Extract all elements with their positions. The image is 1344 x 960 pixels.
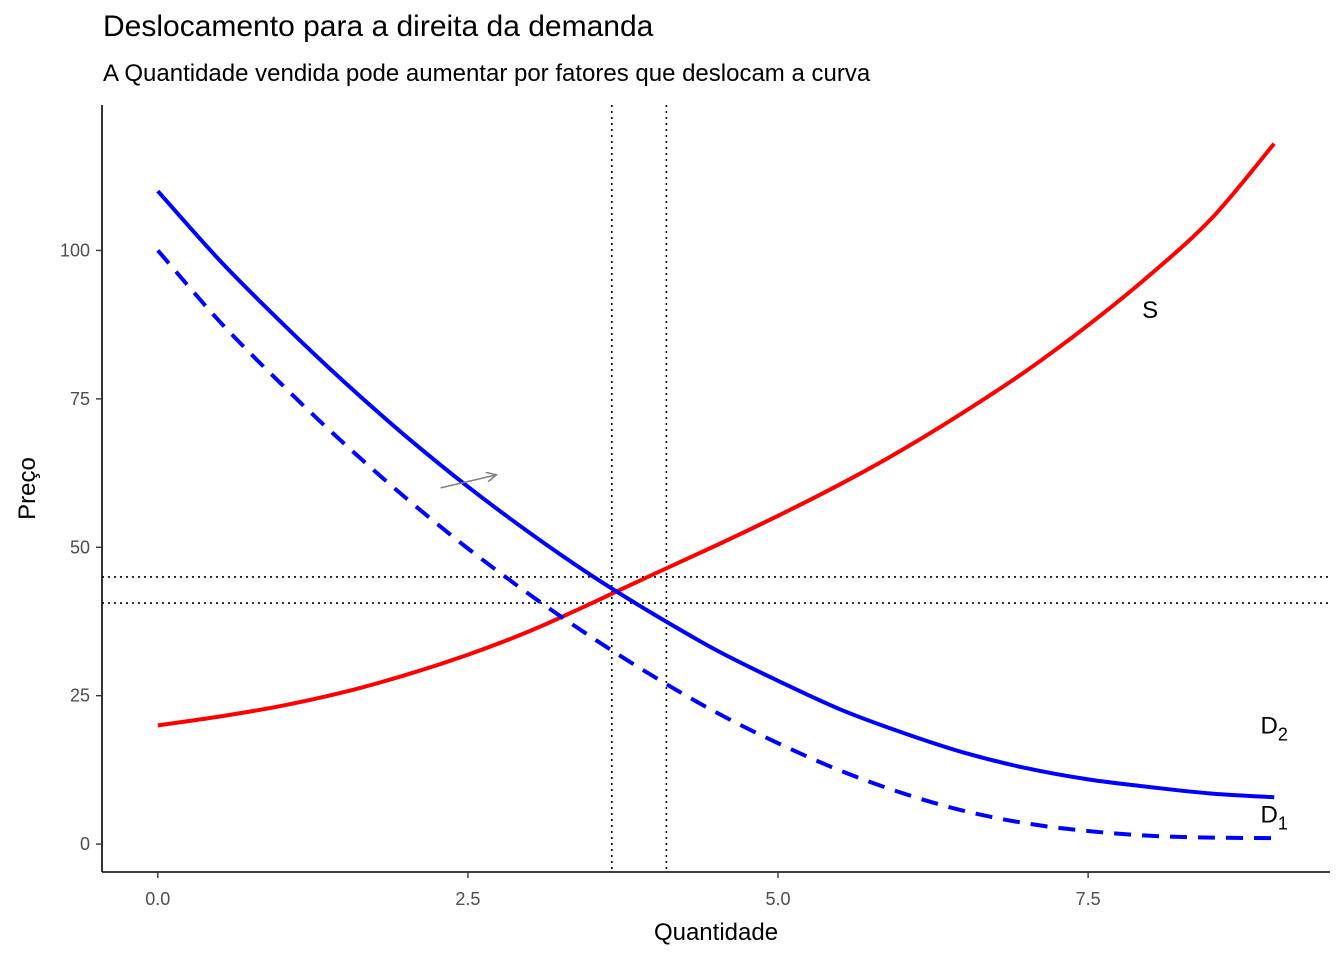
y-tick-label: 50 <box>70 537 90 557</box>
shift-arrow <box>440 475 497 489</box>
y-tick-label: 25 <box>70 686 90 706</box>
reference-lines <box>102 105 1330 872</box>
y-tick-label: 100 <box>60 240 90 260</box>
series-layer <box>156 142 1276 841</box>
y-tick-label: 0 <box>80 834 90 854</box>
y-axis-title: Preço <box>14 457 41 520</box>
series-line-d2 <box>156 189 1275 800</box>
series-line-d1 <box>156 249 1275 841</box>
y-axis-ticks: 0 25 50 75 100 <box>60 240 102 854</box>
x-axis-ticks: 0.0 2.5 5.0 7.5 <box>145 872 1101 909</box>
chart-subtitle: A Quantidade vendida pode aumentar por f… <box>103 60 871 87</box>
x-tick-label: 7.5 <box>1076 889 1101 909</box>
curve-label-d2: D2 <box>1261 712 1288 744</box>
x-tick-label: 5.0 <box>766 889 791 909</box>
y-tick-label: 75 <box>70 389 90 409</box>
curve-label-s: S <box>1142 297 1158 324</box>
curve-label-d1: D1 <box>1261 801 1288 833</box>
series-line-s <box>157 142 1276 728</box>
x-tick-label: 0.0 <box>145 889 170 909</box>
x-tick-label: 2.5 <box>455 889 480 909</box>
x-axis-title: Quantidade <box>654 919 778 946</box>
chart-title: Deslocamento para a direita da demanda <box>103 10 654 43</box>
annotation-layer: S D2 D1 <box>440 297 1288 833</box>
